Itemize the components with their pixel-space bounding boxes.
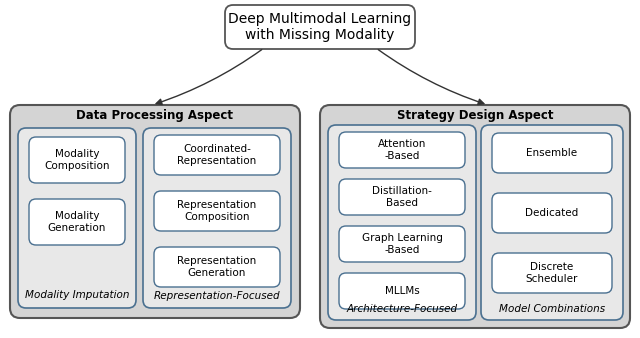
Text: Modality Imputation: Modality Imputation xyxy=(25,290,129,300)
FancyBboxPatch shape xyxy=(339,273,465,309)
FancyBboxPatch shape xyxy=(225,5,415,49)
Text: Modality
Generation: Modality Generation xyxy=(48,211,106,233)
FancyBboxPatch shape xyxy=(328,125,476,320)
FancyBboxPatch shape xyxy=(154,191,280,231)
Text: Discrete
Scheduler: Discrete Scheduler xyxy=(526,262,578,284)
FancyBboxPatch shape xyxy=(481,125,623,320)
FancyBboxPatch shape xyxy=(18,128,136,308)
Text: Representation-Focused: Representation-Focused xyxy=(154,291,280,301)
FancyBboxPatch shape xyxy=(29,199,125,245)
Text: Model Combinations: Model Combinations xyxy=(499,304,605,314)
Text: Representation
Composition: Representation Composition xyxy=(177,200,257,222)
FancyBboxPatch shape xyxy=(143,128,291,308)
FancyBboxPatch shape xyxy=(492,193,612,233)
Text: Distillation-
Based: Distillation- Based xyxy=(372,186,432,208)
Text: Ensemble: Ensemble xyxy=(527,148,577,158)
Text: Architecture-Focused: Architecture-Focused xyxy=(346,304,458,314)
FancyBboxPatch shape xyxy=(10,105,300,318)
Text: Attention
-Based: Attention -Based xyxy=(378,139,426,161)
Text: MLLMs: MLLMs xyxy=(385,286,419,296)
FancyBboxPatch shape xyxy=(320,105,630,328)
Text: Deep Multimodal Learning
with Missing Modality: Deep Multimodal Learning with Missing Mo… xyxy=(228,12,412,42)
Text: Strategy Design Aspect: Strategy Design Aspect xyxy=(397,110,553,122)
Text: Data Processing Aspect: Data Processing Aspect xyxy=(77,110,234,122)
Text: Graph Learning
-Based: Graph Learning -Based xyxy=(362,233,442,255)
FancyBboxPatch shape xyxy=(154,247,280,287)
FancyBboxPatch shape xyxy=(29,137,125,183)
Text: Dedicated: Dedicated xyxy=(525,208,579,218)
FancyBboxPatch shape xyxy=(339,179,465,215)
FancyBboxPatch shape xyxy=(339,226,465,262)
FancyBboxPatch shape xyxy=(339,132,465,168)
FancyBboxPatch shape xyxy=(492,253,612,293)
Text: Representation
Generation: Representation Generation xyxy=(177,256,257,278)
FancyBboxPatch shape xyxy=(492,133,612,173)
FancyBboxPatch shape xyxy=(154,135,280,175)
Text: Modality
Composition: Modality Composition xyxy=(44,149,109,171)
Text: Coordinated-
Representation: Coordinated- Representation xyxy=(177,144,257,166)
